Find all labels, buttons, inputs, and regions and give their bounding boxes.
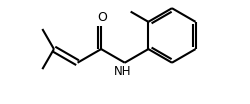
Text: O: O [97, 11, 107, 24]
Text: NH: NH [114, 65, 132, 78]
